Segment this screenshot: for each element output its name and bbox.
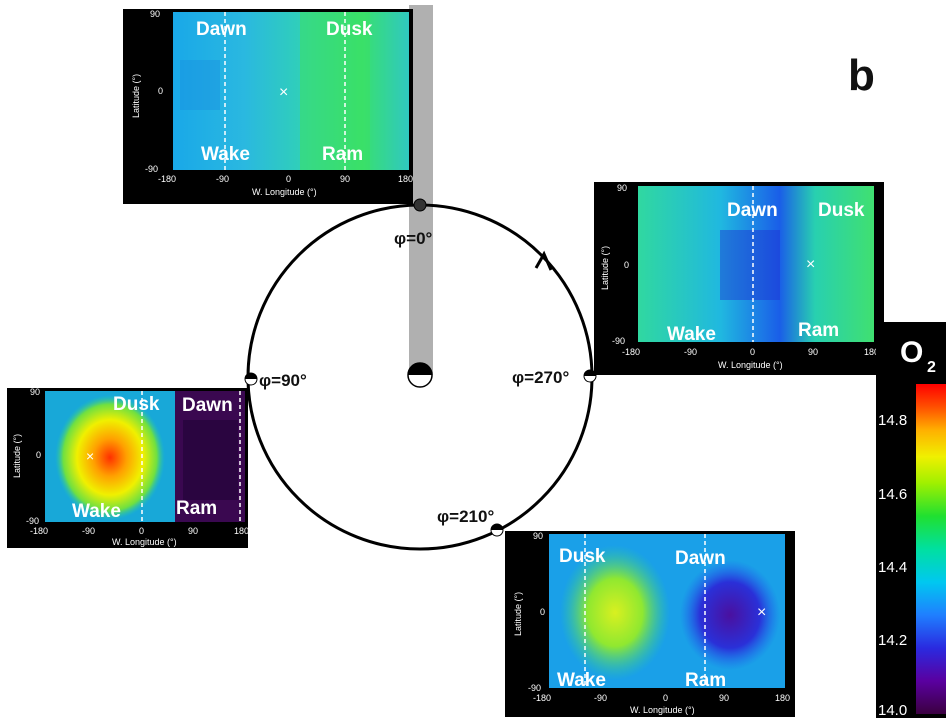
map-top-xtick-1: -90 — [216, 174, 229, 184]
map-bottom-label-dawn: Dawn — [675, 548, 726, 569]
colorbar-tick-14.0: 14.0 — [878, 702, 907, 719]
map-bottom-label-wake: Wake — [557, 670, 606, 691]
colorbar-title-subscript: 2 — [927, 359, 936, 376]
map-top-xtick-4: 180 — [398, 174, 413, 184]
map-left-xtick-2: 0 — [139, 526, 144, 536]
map-bottom-ytick-90: 90 — [533, 531, 543, 541]
colorbar-tick-14.2: 14.2 — [878, 632, 907, 649]
map-bottom-label-dusk: Dusk — [559, 546, 606, 567]
heatmap-right — [638, 186, 874, 342]
orbit-direction-arrow-icon — [534, 250, 553, 271]
map-right-ylabel: Latitude (°) — [600, 246, 610, 290]
map-bottom-xlabel: W. Longitude (°) — [630, 705, 695, 715]
map-left-label-dusk: Dusk — [113, 394, 160, 415]
map-bottom-xtick-0: -180 — [533, 693, 551, 703]
map-right-xlabel: W. Longitude (°) — [718, 360, 783, 370]
map-right-ytick-90: 90 — [617, 183, 627, 193]
map-left-ylabel: Latitude (°) — [12, 434, 22, 478]
map-bottom-ylabel: Latitude (°) — [513, 592, 523, 636]
phase-label-90: φ=90° — [259, 371, 307, 390]
map-top-label-dawn: Dawn — [196, 19, 247, 40]
colorbar-title: O — [900, 336, 923, 369]
map-left-xtick-1: -90 — [82, 526, 95, 536]
map-left-xtick-3: 90 — [188, 526, 198, 536]
map-left-label-ram: Ram — [176, 498, 217, 519]
map-bottom-xtick-1: -90 — [594, 693, 607, 703]
map-top-xlabel: W. Longitude (°) — [252, 187, 317, 197]
map-bottom-xtick-3: 90 — [719, 693, 729, 703]
map-right-label-dawn: Dawn — [727, 200, 778, 221]
map-right-xtick-0: -180 — [622, 347, 640, 357]
cross-marker-icon: × — [806, 256, 815, 273]
map-top-ytick--90: -90 — [145, 164, 158, 174]
phase-marker-0 — [413, 198, 427, 212]
heatmap-bottom — [560, 545, 670, 680]
cross-marker-icon: × — [86, 448, 94, 464]
heatmap-left — [55, 395, 165, 520]
map-bottom-xtick-2: 0 — [663, 693, 668, 703]
map-right: × Dawn Dusk Wake Ram 90 0 -90 -180 -90 0… — [594, 182, 884, 375]
map-right-xtick-1: -90 — [684, 347, 697, 357]
colorbar-tick-14.8: 14.8 — [878, 412, 907, 429]
map-bottom-ytick-0: 0 — [540, 607, 545, 617]
map-right-ytick--90: -90 — [612, 336, 625, 346]
map-left-label-wake: Wake — [72, 501, 121, 522]
map-top-label-wake: Wake — [201, 144, 250, 165]
colorbar-tick-14.6: 14.6 — [878, 486, 907, 503]
map-bottom: × Dusk Dawn Wake Ram 90 0 -90 -180 -90 0… — [505, 531, 795, 717]
panel-letter: b — [848, 51, 875, 100]
map-bottom-xtick-4: 180 — [775, 693, 790, 703]
map-left-ytick-90: 90 — [30, 387, 40, 397]
cross-marker-icon: × — [757, 604, 766, 621]
map-top-xtick-3: 90 — [340, 174, 350, 184]
phase-marker-210 — [490, 523, 504, 537]
map-left-xlabel: W. Longitude (°) — [112, 537, 177, 547]
map-bottom-ytick--90: -90 — [528, 683, 541, 693]
map-top-ytick-0: 0 — [158, 86, 163, 96]
phase-marker-90 — [244, 372, 258, 386]
map-top-xtick-2: 0 — [286, 174, 291, 184]
map-top-label-ram: Ram — [322, 144, 363, 165]
map-right-label-wake: Wake — [667, 324, 716, 345]
phase-label-270: φ=270° — [512, 368, 569, 387]
cross-marker-icon: × — [279, 84, 288, 101]
colorbar-tick-14.4: 14.4 — [878, 559, 907, 576]
map-right-xtick-4: 180 — [864, 347, 879, 357]
map-left-xtick-4: 180 — [234, 526, 249, 536]
map-right-ytick-0: 0 — [624, 260, 629, 270]
map-left-ytick--90: -90 — [26, 516, 39, 526]
map-top-ylabel: Latitude (°) — [131, 74, 141, 118]
phase-marker-270 — [583, 369, 597, 383]
map-top-label-dusk: Dusk — [326, 19, 373, 40]
moon-symbol — [407, 362, 433, 388]
map-top-xtick-0: -180 — [158, 174, 176, 184]
map-left-label-dawn: Dawn — [182, 395, 233, 416]
map-right-xtick-3: 90 — [808, 347, 818, 357]
map-left-xtick-0: -180 — [30, 526, 48, 536]
phase-label-210: φ=210° — [437, 507, 494, 526]
map-bottom-label-ram: Ram — [685, 670, 726, 691]
map-left: × Dusk Dawn Wake Ram 90 0 -90 -180 -90 0… — [7, 387, 249, 548]
colorbar: O 2 14.8 14.6 14.4 14.2 14.0 — [876, 322, 946, 719]
phase-label-0: φ=0° — [394, 229, 433, 248]
map-right-label-dusk: Dusk — [818, 200, 865, 221]
map-right-xtick-2: 0 — [750, 347, 755, 357]
colorbar-gradient — [916, 384, 946, 714]
map-left-ytick-0: 0 — [36, 450, 41, 460]
map-top-ytick-90: 90 — [150, 9, 160, 19]
map-right-label-ram: Ram — [798, 320, 839, 341]
map-top: × Dawn Dusk Wake Ram 90 0 -90 -180 -90 0… — [123, 9, 413, 204]
